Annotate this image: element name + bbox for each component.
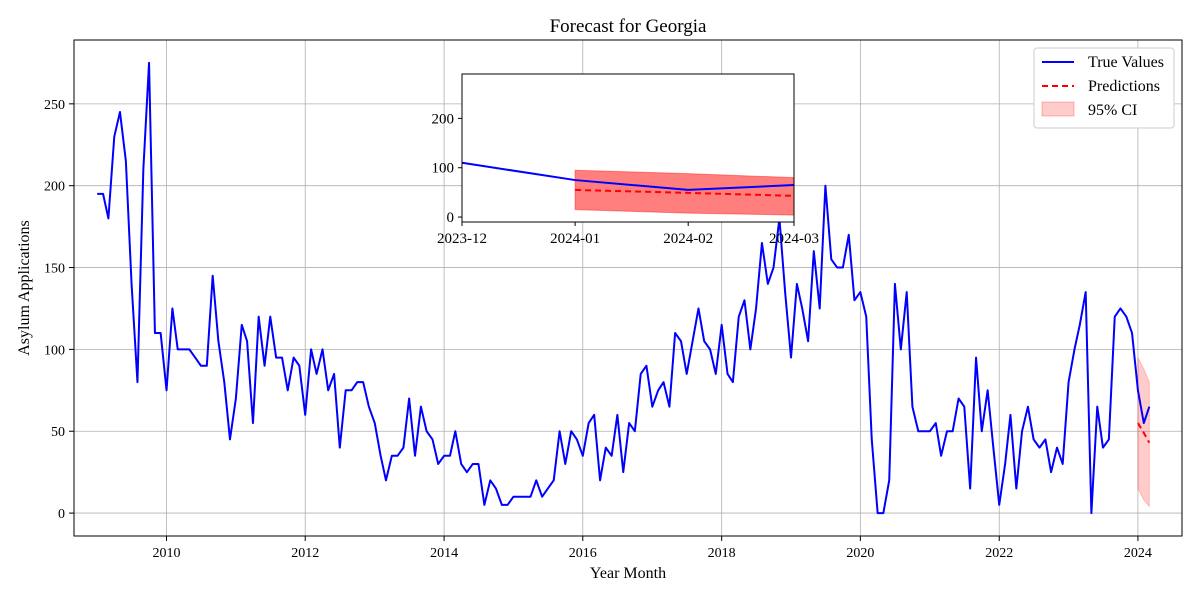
x-tick-label: 2020 [846, 546, 874, 561]
y-axis-label: Asylum Applications [16, 220, 33, 356]
inset-y-ticks: 0 100 200 [432, 111, 462, 226]
legend-ci-label: 95% CI [1088, 102, 1137, 119]
x-tick-label: 2012 [291, 546, 319, 561]
y-tick-label: 200 [44, 180, 65, 195]
y-tick-label: 250 [44, 98, 65, 113]
x-tick-label: 2022 [985, 546, 1013, 561]
inset-ci-area [574, 169, 795, 216]
legend: True Values Predictions 95% CI [1033, 47, 1175, 129]
x-axis-ticks: 2010 2012 2014 2016 2018 2020 2022 2024 [153, 536, 1152, 561]
x-tick-label: 2014 [430, 546, 458, 561]
y-axis-ticks: 0 50 100 150 200 250 [44, 98, 74, 522]
inset-x-tick-label: 2024-01 [550, 231, 600, 247]
legend-ci-swatch [1041, 101, 1075, 117]
y-tick-label: 150 [44, 262, 65, 277]
inset-frame [461, 73, 795, 223]
x-tick-label: 2018 [708, 546, 736, 561]
inset-chart: 2023-12 2024-01 2024-02 2024-03 0 100 200 [432, 73, 819, 247]
y-tick-label: 0 [58, 507, 65, 522]
inset-ci-band [574, 169, 795, 216]
x-tick-label: 2010 [153, 546, 181, 561]
chart-title: Forecast for Georgia [550, 16, 707, 37]
legend-true-values-label: True Values [1088, 54, 1164, 71]
inset-true-values-line [461, 161, 795, 191]
predictions-line [1137, 422, 1151, 444]
inset-series-lines [461, 161, 795, 197]
inset-y-tick-label: 200 [432, 111, 455, 127]
x-tick-label: 2016 [569, 546, 597, 561]
inset-x-ticks: 2023-12 2024-01 2024-02 2024-03 [437, 222, 819, 247]
legend-box [1033, 47, 1175, 129]
y-tick-label: 100 [44, 343, 65, 358]
inset-predictions-line [575, 188, 795, 197]
legend-predictions-label: Predictions [1088, 78, 1160, 95]
inset-x-tick-label: 2024-03 [769, 231, 819, 247]
true-values-line [97, 61, 1151, 515]
inset-y-tick-label: 100 [432, 161, 455, 177]
x-tick-label: 2024 [1124, 546, 1152, 561]
y-tick-label: 50 [51, 425, 65, 440]
x-axis-label: Year Month [590, 565, 666, 582]
inset-y-tick-label: 0 [447, 210, 455, 226]
inset-x-tick-label: 2024-02 [663, 231, 713, 247]
main-plot-frame [73, 39, 1183, 537]
main-series-lines [97, 61, 1151, 515]
inset-x-tick-label: 2023-12 [437, 231, 487, 247]
